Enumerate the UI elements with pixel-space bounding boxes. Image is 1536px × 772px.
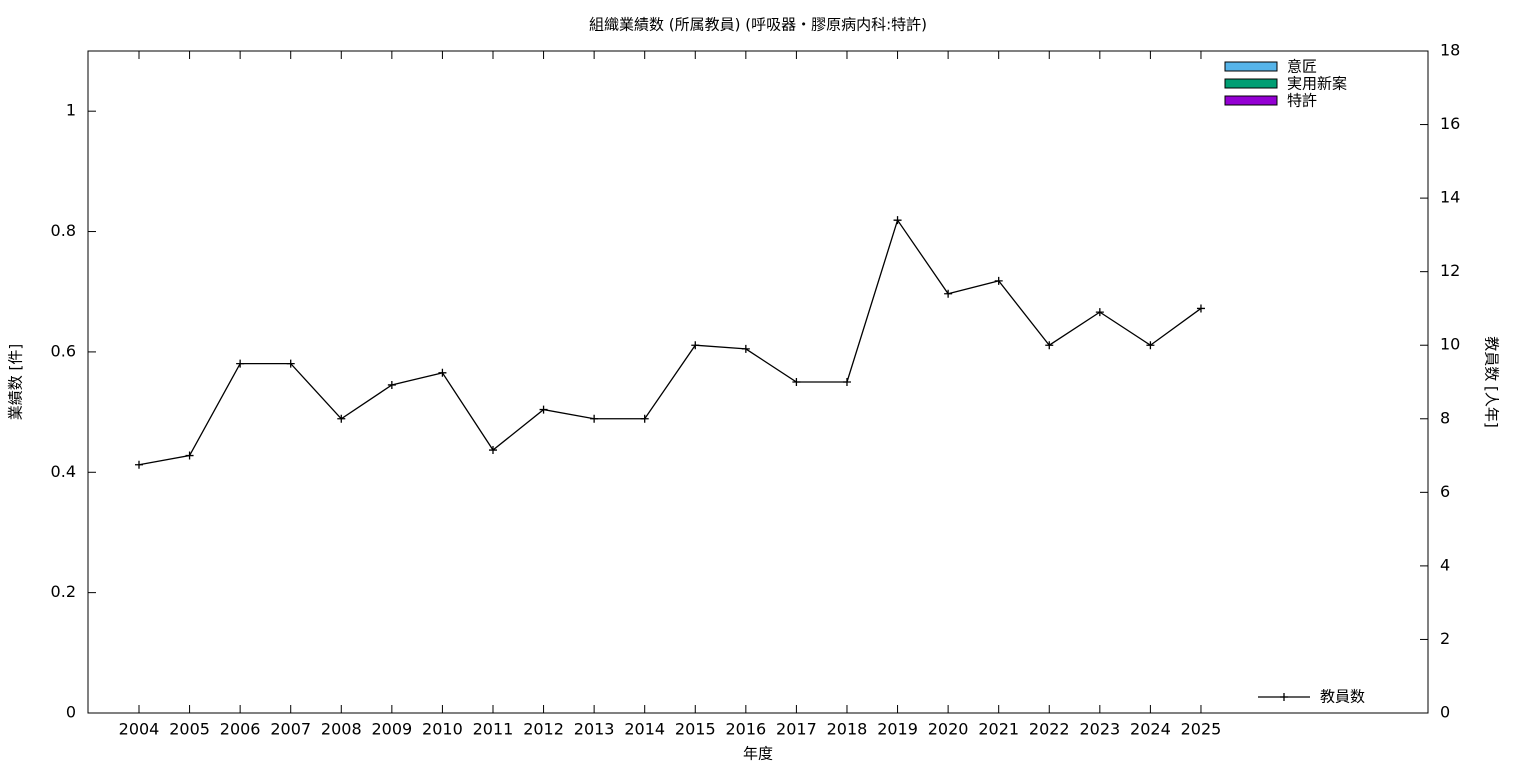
point	[741, 344, 750, 353]
chart-title: 組織業績数 (所属教員) (呼吸器・膠原病内科:特許)	[589, 16, 927, 34]
legend-label: 意匠	[1287, 58, 1317, 76]
point	[842, 378, 851, 386]
point	[1196, 304, 1205, 313]
point	[236, 359, 245, 368]
y-tick-label: 0.8	[51, 221, 76, 240]
y2-tick-label: 16	[1440, 114, 1460, 133]
point	[1095, 308, 1104, 317]
y-tick-label: 1	[66, 101, 76, 120]
x-tick-label: 2013	[574, 720, 615, 739]
x-tick-label: 2008	[321, 720, 362, 739]
y-tick-label: 0.6	[51, 341, 76, 360]
x-tick-label: 2005	[169, 720, 210, 739]
legend-label: 教員数	[1320, 688, 1365, 706]
legend-swatch	[1224, 95, 1278, 106]
legend-label: 実用新案	[1287, 75, 1347, 93]
point	[185, 451, 194, 460]
point	[944, 289, 953, 298]
y2-tick-label: 18	[1440, 41, 1460, 60]
point	[640, 414, 649, 423]
y2-axis-label: 教員数 [人年]	[1483, 336, 1501, 427]
point	[691, 341, 700, 350]
point	[893, 216, 902, 225]
plot-frame	[87, 50, 1429, 714]
point	[1045, 341, 1054, 350]
point	[590, 414, 599, 423]
x-tick-label: 2014	[624, 720, 665, 739]
point	[286, 359, 295, 368]
y2-tick-label: 2	[1440, 629, 1450, 648]
x-axis-label: 年度	[743, 745, 773, 763]
point	[438, 368, 447, 377]
x-tick-label: 2023	[1079, 720, 1120, 739]
x-tick-label: 2004	[119, 720, 160, 739]
y-tick-label: 0.2	[51, 582, 76, 601]
x-tick-label: 2011	[473, 720, 514, 739]
y2-tick-label: 14	[1440, 188, 1460, 207]
legend-swatch	[1224, 78, 1278, 89]
point	[1146, 341, 1155, 350]
x-tick-label: 2010	[422, 720, 463, 739]
x-tick-label: 2009	[371, 720, 412, 739]
x-tick-label: 2012	[523, 720, 564, 739]
x-tick-label: 2021	[978, 720, 1019, 739]
point	[792, 378, 801, 386]
x-tick-label: 2019	[877, 720, 918, 739]
x-tick-label: 2024	[1130, 720, 1171, 739]
line	[138, 218, 1202, 466]
point	[387, 380, 396, 389]
point	[539, 405, 548, 414]
y2-tick-label: 8	[1440, 408, 1450, 427]
y-axis-label: 業績数 [件]	[7, 344, 25, 420]
y2-tick-label: 4	[1440, 555, 1450, 574]
y2-tick-label: 0	[1440, 703, 1450, 722]
y2-tick-label: 12	[1440, 261, 1460, 280]
legend-label: 特許	[1287, 92, 1317, 110]
y-tick-label: 0	[66, 703, 76, 722]
point	[337, 414, 346, 423]
x-tick-label: 2007	[270, 720, 311, 739]
point	[135, 460, 143, 469]
x-tick-label: 2015	[675, 720, 716, 739]
x-tick-label: 2022	[1029, 720, 1070, 739]
x-tick-label: 2018	[827, 720, 868, 739]
legend-point	[1280, 693, 1288, 701]
y-tick-label: 0.4	[51, 462, 76, 481]
y2-tick-label: 6	[1440, 482, 1450, 501]
x-tick-label: 2025	[1181, 720, 1222, 739]
x-tick-label: 2017	[776, 720, 817, 739]
point	[994, 276, 1003, 285]
y2-tick-label: 10	[1440, 335, 1460, 354]
x-tick-label: 2006	[220, 720, 261, 739]
x-tick-label: 2020	[928, 720, 969, 739]
point	[488, 446, 497, 455]
x-tick-label: 2016	[725, 720, 766, 739]
legend-swatch	[1224, 61, 1278, 72]
